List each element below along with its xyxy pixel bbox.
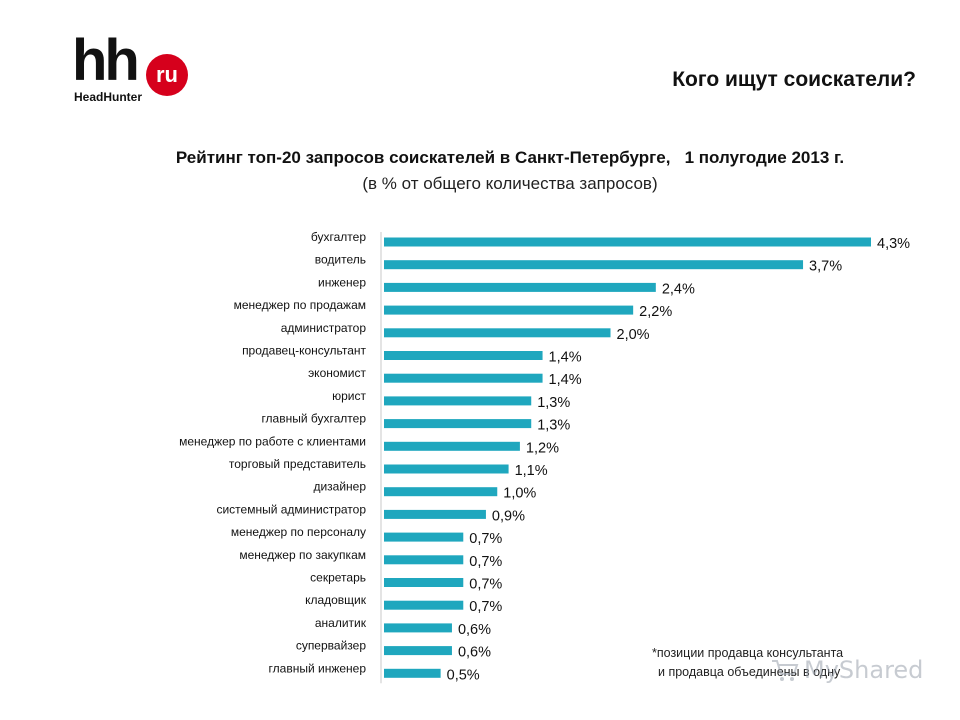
value-label: 1,4% bbox=[549, 350, 582, 366]
category-label: секретарь bbox=[310, 571, 366, 585]
value-label: 2,0% bbox=[617, 327, 650, 343]
category-label: дизайнер bbox=[313, 480, 366, 494]
bar bbox=[384, 305, 634, 315]
category-label: кладовщик bbox=[305, 593, 367, 607]
value-label: 0,5% bbox=[447, 667, 480, 683]
bar bbox=[384, 419, 532, 429]
value-label: 1,4% bbox=[549, 372, 582, 388]
category-label: менеджер по продажам bbox=[234, 298, 366, 312]
bar bbox=[384, 623, 452, 633]
page-title: Кого ищут соискатели? bbox=[672, 68, 916, 91]
value-label: 0,7% bbox=[469, 531, 502, 547]
bar bbox=[384, 464, 509, 474]
logo-hh-text: hh bbox=[72, 28, 140, 93]
category-label: супервайзер bbox=[296, 639, 367, 653]
footnote-line-1: *позиции продавца консультанта bbox=[652, 646, 844, 660]
value-label: 2,4% bbox=[662, 281, 695, 297]
bar bbox=[384, 396, 532, 406]
value-label: 0,9% bbox=[492, 508, 525, 524]
value-label: 0,6% bbox=[458, 622, 491, 638]
value-label: 2,2% bbox=[639, 304, 672, 320]
value-label: 0,7% bbox=[469, 577, 502, 593]
value-label: 0,7% bbox=[469, 599, 502, 615]
value-label: 1,3% bbox=[537, 418, 570, 434]
watermark: MyShared bbox=[770, 650, 930, 690]
watermark-text: MyShared bbox=[804, 656, 924, 684]
category-label: главный бухгалтер bbox=[261, 412, 366, 426]
category-label: продавец-консультант bbox=[242, 344, 366, 358]
bar bbox=[384, 532, 464, 542]
category-label: экономист bbox=[308, 366, 366, 380]
bar bbox=[384, 646, 452, 656]
value-label: 3,7% bbox=[809, 259, 842, 275]
category-label: менеджер по закупкам bbox=[239, 548, 366, 562]
category-label: юрист bbox=[332, 389, 366, 403]
category-label: менеджер по персоналу bbox=[231, 525, 366, 539]
bar bbox=[384, 487, 498, 497]
headhunter-logo: hh ru HeadHunter bbox=[72, 32, 192, 108]
logo-ru-badge: ru bbox=[146, 54, 188, 96]
bar bbox=[384, 668, 441, 678]
category-label: менеджер по работе с клиентами bbox=[179, 434, 366, 448]
value-label: 1,2% bbox=[526, 440, 559, 456]
value-label: 1,3% bbox=[537, 395, 570, 411]
category-label: инженер bbox=[318, 275, 366, 289]
bar bbox=[384, 509, 486, 519]
category-label: аналитик bbox=[315, 616, 367, 630]
cart-icon bbox=[772, 660, 799, 681]
footnote-line-2: и продавца объединены в одну bbox=[658, 665, 841, 679]
category-label: администратор bbox=[281, 321, 367, 335]
bar bbox=[384, 373, 543, 383]
bar bbox=[384, 260, 804, 270]
value-label: 0,7% bbox=[469, 554, 502, 570]
value-label: 1,0% bbox=[503, 486, 536, 502]
category-label: системный администратор bbox=[216, 502, 366, 516]
chart-subtitle: (в % от общего количества запросов) bbox=[362, 174, 658, 193]
bar bbox=[384, 600, 464, 610]
category-label: водитель bbox=[315, 253, 366, 267]
value-label: 4,3% bbox=[877, 236, 910, 252]
value-label: 0,6% bbox=[458, 645, 491, 661]
bar bbox=[384, 237, 871, 247]
logo-subtitle: HeadHunter bbox=[74, 90, 143, 104]
footnote: *позиции продавца консультанта и продавц… bbox=[652, 644, 843, 682]
bar bbox=[384, 555, 464, 565]
bar bbox=[384, 351, 543, 360]
value-label: 1,1% bbox=[515, 463, 548, 479]
bar bbox=[384, 441, 520, 451]
bar bbox=[384, 328, 611, 338]
category-label: торговый представитель bbox=[229, 457, 366, 471]
chart-title: Рейтинг топ-20 запросов соискателей в Са… bbox=[175, 148, 845, 167]
bar bbox=[384, 578, 464, 587]
category-label: главный инженер bbox=[269, 661, 367, 675]
category-label: бухгалтер bbox=[311, 230, 366, 244]
bar bbox=[384, 282, 656, 292]
